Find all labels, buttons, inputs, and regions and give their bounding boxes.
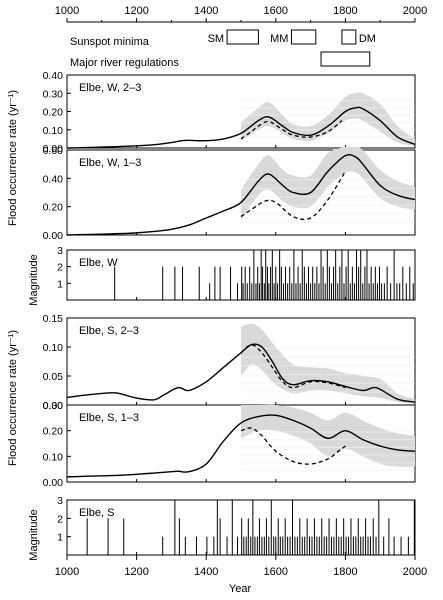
y-axis-label-rate-lower: Flood occurrence rate (yr⁻¹) — [7, 330, 19, 466]
panel-title: Elbe, S, 1–3 — [79, 412, 139, 424]
occurrence-rate-line — [66, 106, 416, 149]
top-tick-label: 1400 — [194, 5, 218, 17]
y-tick-label: 2 — [57, 262, 63, 274]
top-tick-label: 1800 — [333, 5, 357, 17]
y-tick-label: 0.10 — [43, 451, 64, 463]
top-tick-label: 1200 — [124, 5, 148, 17]
y-tick-label: 0.00 — [43, 230, 64, 242]
uncertainty-band — [241, 404, 415, 467]
sunspot-minima-label: Sunspot minima — [70, 36, 150, 48]
y-tick-label: 1 — [57, 532, 63, 544]
panels: 0.00 0.10 0.20 0.30 0.40 Elbe, W, 2–3 0.00 0.20… — [43, 70, 416, 556]
panel-1: 0.00 0.10 0.20 0.30 0.40 Elbe, W, 2–3 — [43, 70, 416, 155]
occurrence-rate-dashed-line — [240, 427, 346, 465]
y-tick-label: 0.40 — [43, 173, 64, 185]
y-tick-label: 2 — [57, 513, 63, 525]
y-tick-label: 3 — [57, 245, 63, 257]
sunspot-label-sm: SM — [208, 33, 225, 45]
sunspot-regulation-panel: Sunspot minima Major river regulations S… — [70, 29, 376, 69]
bottom-tick-label: 1400 — [194, 566, 218, 578]
top-tick-label: 2000 — [403, 5, 427, 17]
y-tick-label: 0.00 — [43, 400, 64, 412]
panel-6: 1 2 3 Elbe, S — [57, 495, 416, 556]
panel-title: Elbe, S — [79, 507, 114, 519]
y-tick-label: 0.20 — [43, 202, 64, 214]
bottom-year-axis: 1000 1200 1400 1600 1800 2000 — [55, 555, 427, 578]
panel-4: 0.00 0.05 0.10 0.15 Elbe, S, 2–3 — [43, 313, 416, 412]
occurrence-rate-dashed-line — [240, 344, 346, 389]
panel-title: Elbe, W, 1–3 — [79, 157, 141, 169]
sunspot-minimum-box — [341, 29, 357, 45]
y-tick-label: 0.00 — [43, 143, 64, 155]
uncertainty-band — [241, 92, 415, 147]
sunspot-label-dm: DM — [359, 33, 376, 45]
y-tick-label: 0.10 — [43, 125, 64, 137]
panel-title: Elbe, W, 2–3 — [79, 82, 141, 94]
panel-frame — [66, 499, 416, 556]
y-tick-label: 0.15 — [43, 313, 64, 325]
panel-2: 0.00 0.20 0.40 0.60 Elbe, W, 1–3 — [43, 145, 416, 242]
y-tick-label: 0.20 — [43, 426, 64, 438]
y-tick-label: 0.40 — [43, 70, 64, 82]
occurrence-rate-line — [66, 414, 416, 478]
top-year-axis: 1000 1200 1400 1600 1800 2000 — [55, 5, 427, 23]
sunspot-minimum-box — [290, 29, 317, 45]
sunspot-minimum-box — [226, 29, 259, 45]
river-regulation-box — [320, 51, 371, 67]
river-regulations-label: Major river regulations — [70, 57, 179, 69]
y-tick-label: 3 — [57, 495, 63, 507]
top-tick-label: 1600 — [264, 5, 288, 17]
panel-title: Elbe, S, 2–3 — [79, 325, 139, 337]
panel-frame — [66, 249, 416, 301]
bottom-tick-label: 1600 — [264, 566, 288, 578]
bottom-tick-label: 1200 — [124, 566, 148, 578]
bottom-tick-label: 2000 — [403, 566, 427, 578]
occurrence-rate-dashed-line — [240, 120, 343, 140]
y-tick-label: 0.60 — [43, 145, 64, 157]
x-axis-label: Year — [229, 583, 252, 595]
y-axis-label-magnitude-upper: Magnitude — [28, 254, 40, 305]
y-axis-label-rate-upper: Flood occurrence rate (yr⁻¹) — [7, 90, 19, 226]
y-tick-label: 1 — [57, 278, 63, 290]
y-axis-label-magnitude-lower: Magnitude — [28, 509, 40, 560]
y-tick-label: 0.05 — [43, 371, 64, 383]
occurrence-rate-line — [66, 153, 416, 236]
y-tick-label: 0.30 — [43, 88, 64, 100]
y-tick-label: 0.00 — [43, 477, 64, 489]
y-tick-label: 0.30 — [43, 400, 64, 412]
bottom-tick-label: 1000 — [55, 566, 79, 578]
uncertainty-band — [241, 146, 415, 221]
sunspot-label-mm: MM — [270, 33, 288, 45]
bottom-tick-label: 1800 — [333, 566, 357, 578]
occurrence-rate-dashed-line — [240, 170, 346, 221]
panel-5: 0.00 0.10 0.20 0.30 Elbe, S, 1–3 — [43, 400, 416, 489]
y-tick-label: 0.20 — [43, 107, 64, 119]
top-tick-label: 1000 — [55, 5, 79, 17]
y-tick-label: 0.10 — [43, 342, 64, 354]
panel-3: 1 2 3 Elbe, W — [57, 245, 416, 301]
panel-title: Elbe, W — [79, 257, 118, 269]
